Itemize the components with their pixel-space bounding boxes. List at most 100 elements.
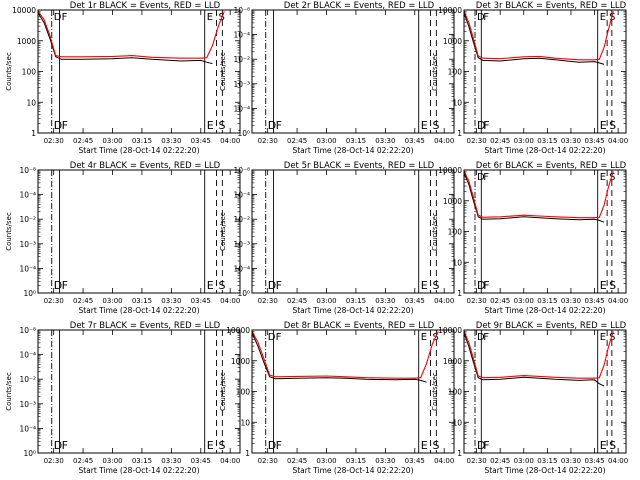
y-tick-label: 10⁰ [23,289,36,298]
chart-panel-4: Det 4r BLACK = Events, RED = LLDDFES10⁰1… [5,161,241,315]
plot-frame [463,169,627,294]
y-axis-label: Counts/sec [219,212,227,251]
event-label-E: E [600,439,607,452]
x-tick-label: 03:00 [514,297,534,305]
x-tick-label: 04:00 [220,137,240,145]
y-tick-label: 10⁻⁴ [19,191,36,200]
plot-frame [251,9,455,134]
series-line-events [463,12,605,65]
y-tick-label: 10⁻⁴ [19,264,36,273]
x-tick-label: 03:15 [346,297,366,305]
event-label-D: D [268,279,276,292]
event-label-top-F: F [483,332,489,343]
x-tick-label: 02:45 [73,297,93,305]
y-tick-label: 10⁻³ [233,80,250,89]
x-tick-label: 03:45 [191,457,211,465]
event-label-D: D [54,439,62,452]
x-tick-label: 04:00 [608,457,628,465]
chart-title: Det 3r BLACK = Events, RED = LLD [476,1,627,11]
y-tick-label: 10 [452,98,462,107]
plot-frame [37,329,241,454]
y-tick-label: 10⁻² [233,215,250,224]
x-tick-label: 02:30 [44,137,64,145]
event-label-E: E [207,439,214,452]
x-tick-label: 02:30 [466,137,486,145]
y-tick-label: 1000 [443,197,462,206]
y-axis-label: Counts/sec [5,372,13,411]
x-axis-label: Start Time (28-Oct-14 02:22:20) [292,306,413,315]
plot-frame [251,169,455,294]
y-tick-label: 10⁻³ [233,240,250,249]
series-line-events [251,332,427,383]
y-tick-label: 10⁻⁴ [19,351,36,360]
x-axis-label: Start Time (28-Oct-14 02:22:20) [78,306,199,315]
event-label-top-D: D [54,12,62,23]
y-tick-label: 10 [26,98,36,107]
event-label-top-S: S [609,172,615,183]
plot-frame [37,9,241,134]
chart-panel-7: Det 7r BLACK = Events, RED = LLDDFES10⁰1… [5,321,241,475]
event-label-top-F: F [276,332,282,343]
y-tick-label: 1 [457,129,462,138]
x-tick-label: 02:45 [490,457,510,465]
y-tick-label: 10⁰ [237,129,250,138]
y-tick-label: 10⁻⁴ [19,424,36,433]
event-label-F: F [276,119,282,132]
chart-title: Det 5r BLACK = Events, RED = LLD [284,161,435,171]
series-line-lld [463,331,614,379]
x-axis-label: Start Time (28-Oct-14 02:22:20) [484,146,605,155]
x-tick-label: 04:00 [608,137,628,145]
y-tick-label: 10 [240,418,250,427]
x-tick-label: 04:00 [434,137,454,145]
event-label-top-E: E [600,332,606,343]
x-tick-label: 02:45 [73,457,93,465]
y-tick-label: 10⁻² [19,215,36,224]
y-tick-label: 10⁻³ [19,240,36,249]
x-axis-label: Start Time (28-Oct-14 02:22:20) [78,466,199,475]
x-tick-label: 04:00 [434,457,454,465]
chart-panel-9: Det 9r BLACK = Events, RED = LLDDDFFEESS… [431,321,628,475]
event-label-top-F: F [483,12,489,23]
x-tick-label: 03:00 [102,457,122,465]
chart-title: Det 6r BLACK = Events, RED = LLD [476,161,627,171]
x-tick-label: 04:00 [220,297,240,305]
x-tick-label: 02:30 [466,457,486,465]
x-tick-label: 03:00 [514,137,534,145]
x-tick-label: 03:45 [191,137,211,145]
y-tick-label: 10⁻³ [19,400,36,409]
x-tick-label: 03:45 [584,457,604,465]
series-line-lld [251,331,439,379]
y-axis-label: Counts/sec [219,52,227,91]
x-tick-label: 03:45 [405,137,425,145]
event-label-E: E [421,119,428,132]
x-tick-label: 03:45 [405,297,425,305]
x-tick-label: 03:30 [375,297,395,305]
event-label-D: D [54,119,62,132]
event-label-D: D [54,279,62,292]
x-tick-label: 03:30 [375,137,395,145]
x-tick-label: 03:15 [346,137,366,145]
event-label-top-E: E [207,12,213,23]
series-line-events [463,172,605,223]
event-label-top-F: F [483,172,489,183]
y-tick-label: 1000 [443,357,462,366]
y-tick-label: 10⁻² [233,55,250,64]
y-tick-label: 1000 [17,37,36,46]
x-tick-label: 02:30 [44,457,64,465]
y-tick-label: 10000 [12,6,36,15]
chart-panel-2: Det 2r BLACK = Events, RED = LLDDFES10⁰1… [219,1,455,155]
x-tick-label: 02:45 [73,137,93,145]
x-axis-label: Start Time (28-Oct-14 02:22:20) [292,466,413,475]
y-tick-label: 1 [457,289,462,298]
x-tick-label: 04:00 [608,297,628,305]
chart-title: Det 2r BLACK = Events, RED = LLD [284,1,435,11]
plot-frame [463,329,627,454]
plot-frame [463,9,627,134]
x-tick-label: 02:30 [466,297,486,305]
y-tick-label: 10⁻⁴ [233,264,250,273]
event-label-F: F [483,279,489,292]
y-tick-label: 100 [236,388,251,397]
x-axis-label: Start Time (28-Oct-14 02:22:20) [78,146,199,155]
event-label-S: S [609,119,616,132]
x-tick-label: 02:30 [258,137,278,145]
